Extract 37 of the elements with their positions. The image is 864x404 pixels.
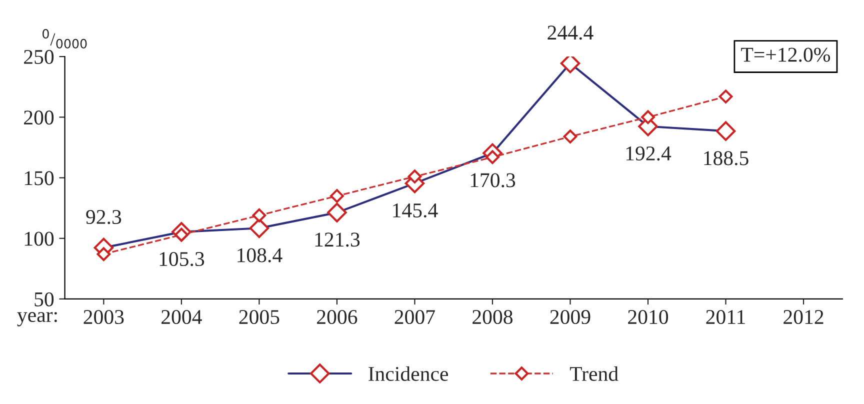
legend-label: Trend (570, 366, 618, 381)
data-label: 244.4 (548, 26, 594, 40)
legend-label: Incidence (368, 366, 448, 381)
data-label: 92.3 (86, 210, 122, 224)
y-tick-label: 150 (24, 171, 54, 186)
y-tick-label: 100 (24, 232, 54, 246)
x-tick-label: 2005 (239, 310, 280, 324)
point (486, 150, 500, 164)
x-tick-label: 2009 (550, 310, 590, 324)
annotation: T=+12.0% (741, 48, 830, 62)
y-axis-title: $^{0}$/$_{0000}$ (42, 29, 87, 48)
point (718, 90, 733, 104)
point (96, 247, 111, 262)
y-tick-label: 250 (24, 50, 54, 64)
x-tick-label: 2008 (472, 310, 513, 324)
data-label: 105.3 (160, 252, 204, 266)
x-axis-title: year: (17, 312, 57, 326)
x-tick-label: 2012 (784, 310, 824, 324)
data-label: 145.4 (393, 203, 438, 218)
x-tick-label: 2003 (84, 310, 124, 324)
y-tick-label: 200 (24, 110, 54, 125)
point (641, 110, 655, 124)
data-label: 192.4 (626, 146, 672, 161)
point (252, 208, 266, 222)
x-tick-label: 2011 (706, 310, 745, 324)
x-tick-label: 2007 (394, 310, 435, 324)
point (408, 170, 422, 184)
data-label: 170.3 (470, 173, 516, 188)
data-label: 121.3 (315, 232, 360, 247)
x-tick-label: 2006 (317, 310, 358, 324)
x-tick-label: 2004 (162, 310, 202, 324)
point (330, 189, 344, 203)
x-tick-label: 2010 (628, 310, 668, 324)
y-tick-label: 50 (34, 292, 54, 306)
point (563, 130, 578, 144)
data-label: 188.5 (704, 151, 748, 166)
data-label: 108.4 (238, 248, 282, 262)
